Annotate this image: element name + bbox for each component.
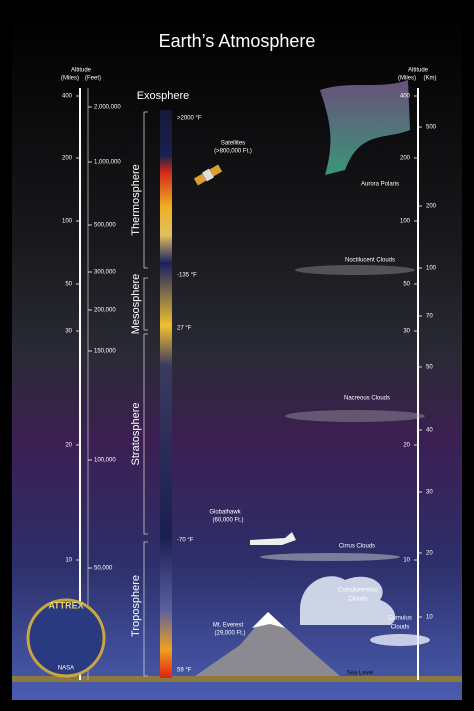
axis-unit: (Miles) [61,76,79,82]
tick-label: 1,000,000 [94,160,121,166]
tick-label: 200 [400,156,411,162]
axis-unit: (Miles) [398,76,416,82]
temperature: -135 °F [177,273,197,279]
tick-label: 100,000 [94,458,116,464]
layer-label: Stratosphere [130,403,142,466]
label: Cirrus Clouds [339,544,375,550]
badge-text: NASA [58,666,74,672]
label: Noctilucent Clouds [345,258,395,264]
axis-unit: (Feet) [85,76,101,82]
tick-label: 400 [62,94,73,100]
label: Clouds [349,597,368,603]
tick-label: 200 [426,204,437,210]
tick-label: 10 [426,615,433,621]
label: Cumulonimbus [338,588,378,594]
label: Sea Level [347,671,374,677]
temperature: >2000 °F [177,116,202,122]
tick-label: 150,000 [94,349,116,355]
tick-label: 500 [426,125,437,131]
tick-label: 50 [403,282,410,288]
tick-label: 10 [403,558,410,564]
layer-label: Exosphere [137,90,190,102]
globalhawk-icon [250,532,296,545]
axis-unit: (Km) [424,76,437,82]
tick-label: 20 [403,443,410,449]
cloud [260,553,400,561]
label: Clouds [391,625,410,631]
layer-brackets [143,111,148,677]
cloud [295,265,415,275]
label: Cumulus [388,616,412,622]
satellite-icon [193,164,223,186]
tick-label: 20 [426,551,433,557]
tick-label: 2,000,000 [94,105,121,111]
badge-title: ATTREX [48,600,83,610]
aurora-icon [320,80,410,175]
axis-title: Altitude [71,68,92,74]
everest-icon [195,612,340,676]
cumulonimbus-icon [300,576,396,625]
badge [26,598,106,678]
temperature: 27 °F [177,326,192,332]
everest-snow [252,612,285,628]
tick-label: 30 [426,490,433,496]
tick-label: 30 [65,329,72,335]
tick-label: 50 [426,365,433,371]
temperature-bar [160,110,172,678]
label: Mt. Everest [213,623,244,629]
tick-label: 200,000 [94,308,116,314]
layer-label: Thermosphere [130,164,142,236]
label: Satellites [221,141,245,147]
title: Earth’s Atmosphere [159,31,316,51]
cloud [285,410,425,422]
layer-label: Troposphere [130,575,142,637]
label: (29,000 Ft.) [214,631,245,637]
label: Aurora Polaris [361,182,399,188]
label: Nacreous Clouds [344,396,390,402]
tick-label: 400 [400,94,411,100]
tick-label: 100 [426,266,437,272]
tick-label: 30 [403,329,410,335]
label: (>800,000 Ft.) [214,149,252,155]
tick-label: 300,000 [94,270,116,276]
label: Globalhawk [209,510,241,516]
tick-label: 500,000 [94,223,116,229]
tick-label: 50 [65,282,72,288]
layer-label: Mesosphere [130,274,142,335]
tick-label: 40 [426,428,433,434]
tick-label: 50,000 [94,566,113,572]
tick-label: 20 [65,443,72,449]
tick-label: 100 [62,219,73,225]
label: (60,000 Ft.) [212,518,243,524]
axis-title: Altitude [408,68,429,74]
tick-label: 200 [62,156,73,162]
cloud [370,634,430,646]
tick-label: 100 [400,219,411,225]
temperature: -70 °F [177,538,194,544]
ground [12,676,462,682]
tick-label: 70 [426,314,433,320]
tick-label: 10 [65,558,72,564]
temperature: 59 °F [177,668,192,674]
